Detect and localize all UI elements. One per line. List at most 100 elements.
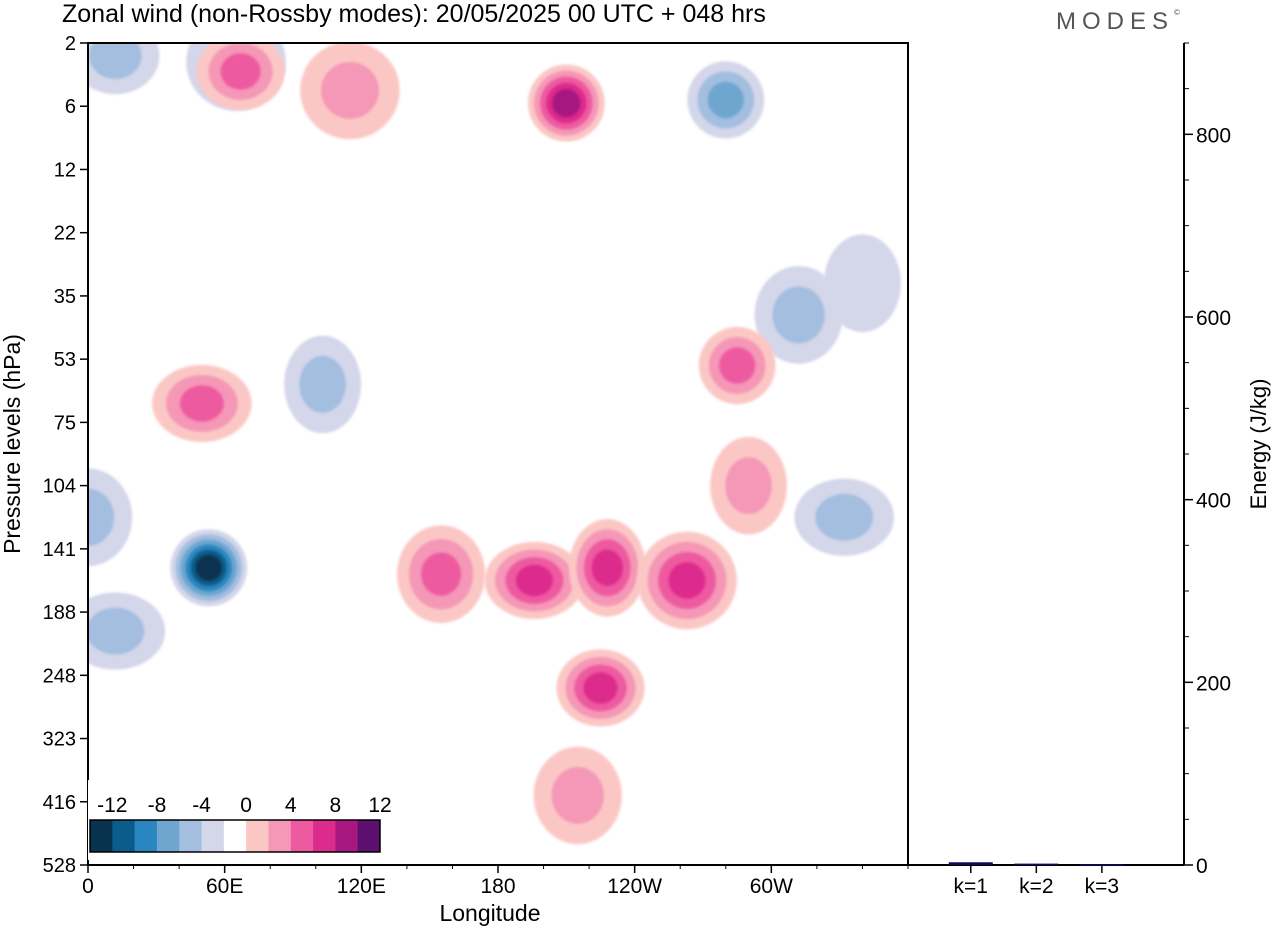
x-tick-label: 180 xyxy=(480,875,515,898)
contour-band xyxy=(88,607,145,655)
chart-title: Zonal wind (non-Rossby modes): 20/05/202… xyxy=(62,0,766,28)
contour-feature xyxy=(687,61,765,139)
legend-label: 12 xyxy=(368,794,391,817)
y-tick-label: 528 xyxy=(43,855,76,877)
contour-feature xyxy=(396,525,486,623)
contour-feature xyxy=(196,43,285,111)
contour-feature xyxy=(484,541,585,620)
legend-swatch xyxy=(313,820,336,852)
contour-feature xyxy=(170,529,248,607)
contour-band xyxy=(321,62,379,119)
y-tick-label: 53 xyxy=(54,349,76,371)
x-tick-label: 60E xyxy=(206,875,243,898)
contour-band xyxy=(299,356,346,413)
y-tick-label: 188 xyxy=(43,602,76,624)
legend-label: -8 xyxy=(148,794,167,817)
contour-feature xyxy=(284,335,362,434)
x-tick-label: 120E xyxy=(337,875,386,898)
legend-swatch xyxy=(357,820,381,852)
contour-band xyxy=(421,552,462,596)
contour-feature xyxy=(556,649,645,727)
y-tick-label: 104 xyxy=(43,476,76,498)
legend-frame xyxy=(89,819,381,853)
contour-band xyxy=(89,43,142,79)
contour-band xyxy=(552,88,581,118)
contour-band xyxy=(725,457,772,515)
contour-feature xyxy=(568,519,646,617)
y-tick-label: 248 xyxy=(43,665,76,687)
contour-band xyxy=(719,347,756,384)
legend-label: 8 xyxy=(330,794,342,817)
contour-feature xyxy=(88,43,160,95)
contour-feature xyxy=(824,234,901,333)
contour-band xyxy=(88,488,115,546)
energy-tick-label: 400 xyxy=(1196,490,1231,513)
colorbar-legend: -12 -8 -4 0 4 8 12 xyxy=(88,780,392,860)
contour-feature xyxy=(88,468,133,567)
energy-bar xyxy=(1014,863,1059,866)
legend-swatch xyxy=(201,820,225,852)
contour-feature xyxy=(88,592,166,670)
legend-label: 0 xyxy=(240,794,252,817)
x-tick-label: 60W xyxy=(750,875,793,898)
energy-bar-chart: 0 200 400 600 800 Energy (J/kg) k=1 k=2 k=3 xyxy=(907,42,1271,898)
y-tick-label: 416 xyxy=(43,792,76,814)
energy-bar xyxy=(948,862,993,865)
x-axis-label: Longitude xyxy=(439,900,540,926)
legend-swatch xyxy=(290,820,314,852)
x-tick-label: 120W xyxy=(607,875,662,898)
legend-swatch xyxy=(90,820,113,852)
contour-band xyxy=(591,549,623,587)
contour-band xyxy=(220,53,261,90)
y-axis-label: Pressure levels (hPa) xyxy=(0,334,25,554)
contour-band xyxy=(668,562,706,599)
contour-feature xyxy=(527,64,605,142)
legend-label: 4 xyxy=(285,794,297,817)
contour-band xyxy=(583,672,618,704)
contour-band xyxy=(707,81,744,119)
contour-band xyxy=(179,385,224,422)
category-label: k=2 xyxy=(1019,875,1053,898)
contour-band xyxy=(815,493,874,541)
brand-logo: MODES© xyxy=(1056,8,1180,36)
legend-swatch xyxy=(246,820,269,852)
contour-band xyxy=(195,554,222,581)
energy-tick-label: 800 xyxy=(1196,124,1231,147)
contour-feature xyxy=(533,746,622,845)
contour-band xyxy=(824,234,901,333)
legend-label: -12 xyxy=(97,794,127,817)
y-tick-label: 75 xyxy=(54,412,76,434)
legend-swatch xyxy=(134,820,158,852)
y-tick-label: 35 xyxy=(54,286,76,308)
axes: 0 60E 120E 180 120W 60W Longitude 2 6 12 22 35 53 75 1… xyxy=(0,33,909,926)
brand-name: MODES xyxy=(1056,8,1175,35)
energy-tick-label: 0 xyxy=(1196,855,1208,878)
y-tick-label: 22 xyxy=(54,223,76,245)
y-tick-label: 12 xyxy=(54,159,76,181)
legend-swatch xyxy=(335,820,359,852)
heatmap-contours xyxy=(88,43,901,845)
contour-feature xyxy=(754,266,843,364)
y-tick-label: 2 xyxy=(65,33,76,55)
heatmap-frame xyxy=(87,42,909,866)
contour-feature xyxy=(794,478,895,556)
contour-feature xyxy=(710,436,787,535)
y-tick-label: 141 xyxy=(43,539,76,561)
y-tick-label: 323 xyxy=(43,729,76,751)
x-tick-label: 0 xyxy=(82,875,94,898)
legend-swatch xyxy=(156,820,180,852)
category-label: k=3 xyxy=(1085,875,1119,898)
y-tick-label: 6 xyxy=(65,96,76,118)
category-label: k=1 xyxy=(954,875,988,898)
legend-swatch xyxy=(268,820,292,852)
legend-swatch xyxy=(223,820,247,852)
contour-band xyxy=(551,767,604,824)
contour-feature xyxy=(300,43,400,140)
brand-mark: © xyxy=(1174,8,1180,17)
contour-band xyxy=(772,286,825,344)
contour-feature xyxy=(152,364,252,443)
energy-axis-label: Energy (J/kg) xyxy=(1246,379,1271,510)
energy-tick-label: 600 xyxy=(1196,307,1231,330)
energy-tick-label: 200 xyxy=(1196,672,1231,695)
